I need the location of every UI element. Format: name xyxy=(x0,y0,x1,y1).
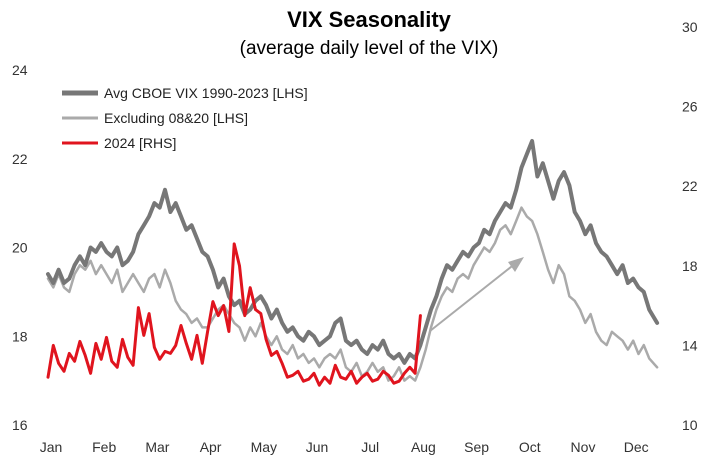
x-tick-label: Sep xyxy=(464,439,489,455)
trend-arrow xyxy=(429,257,524,332)
left-y-axis: 16 18 20 22 24 xyxy=(12,62,28,433)
right-y-axis: 10 14 18 22 26 30 xyxy=(682,19,698,433)
right-y-tick-label: 14 xyxy=(682,337,698,353)
right-y-tick-label: 10 xyxy=(682,417,698,433)
left-y-tick-label: 16 xyxy=(12,417,28,433)
x-tick-label: May xyxy=(251,439,277,455)
x-axis: Jan Feb Mar Apr May Jun Jul Aug Sep Oct Nov Dec xyxy=(40,439,649,455)
legend: Avg CBOE VIX 1990-2023 [LHS] Excluding 08… xyxy=(62,85,308,151)
left-y-tick-label: 18 xyxy=(12,328,28,344)
legend-label: 2024 [RHS] xyxy=(104,135,176,151)
x-tick-label: Jun xyxy=(306,439,329,455)
x-tick-label: Oct xyxy=(519,439,541,455)
series-line-3 xyxy=(46,242,422,387)
legend-label: Excluding 08&20 [LHS] xyxy=(104,110,248,126)
x-tick-label: Nov xyxy=(571,439,596,455)
arrow-head xyxy=(508,257,524,272)
x-tick-label: Feb xyxy=(92,439,116,455)
x-tick-label: Dec xyxy=(624,439,649,455)
x-tick-label: Jul xyxy=(361,439,379,455)
left-y-tick-label: 24 xyxy=(12,62,28,78)
chart-title: VIX Seasonality xyxy=(287,7,452,32)
legend-label: Avg CBOE VIX 1990-2023 [LHS] xyxy=(104,85,308,101)
right-y-tick-label: 26 xyxy=(682,99,698,115)
series-line-1 xyxy=(46,139,660,365)
right-y-tick-label: 18 xyxy=(682,258,698,274)
arrow-shaft xyxy=(429,262,517,332)
chart-subtitle: (average daily level of the VIX) xyxy=(240,38,499,59)
series-lines xyxy=(46,139,660,387)
left-y-tick-label: 20 xyxy=(12,240,28,256)
x-tick-label: Aug xyxy=(411,439,436,455)
x-tick-label: Jan xyxy=(40,439,63,455)
right-y-tick-label: 22 xyxy=(682,178,698,194)
left-y-tick-label: 22 xyxy=(12,151,28,167)
x-tick-label: Mar xyxy=(145,439,169,455)
x-tick-label: Apr xyxy=(200,439,222,455)
right-y-tick-label: 30 xyxy=(682,19,698,35)
